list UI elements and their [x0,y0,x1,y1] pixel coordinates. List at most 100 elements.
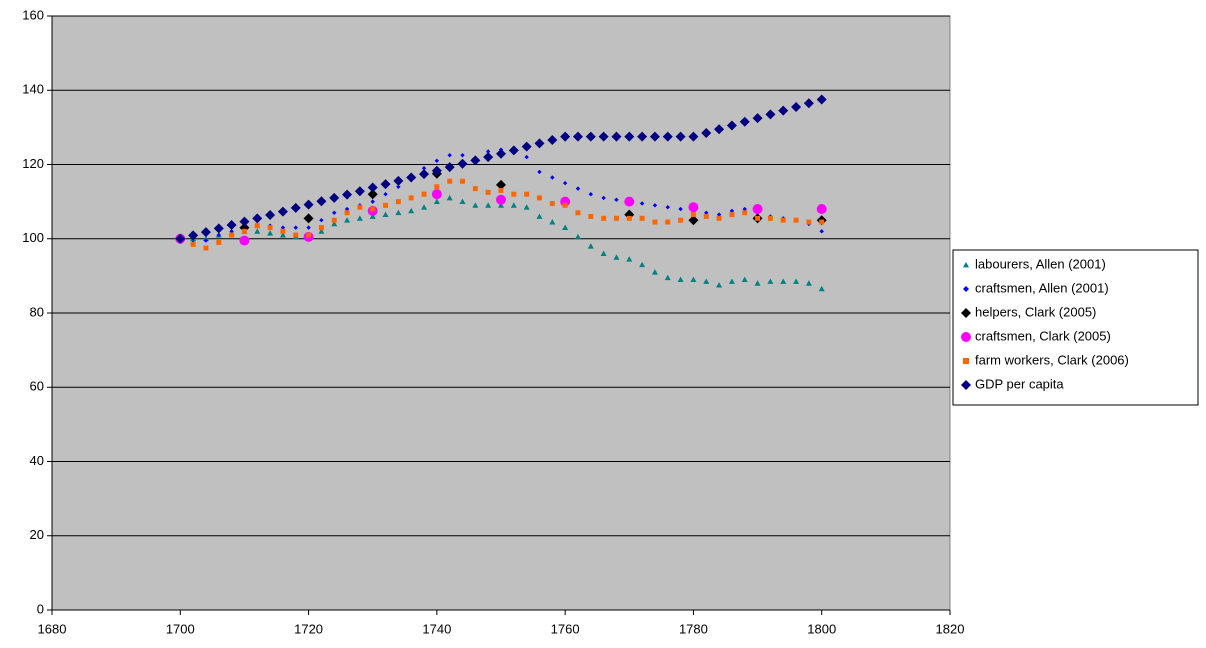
point [562,180,568,186]
point [444,162,455,173]
point [496,179,506,190]
point [741,276,748,282]
point [677,276,684,282]
point [369,213,376,219]
legend-marker [963,286,969,292]
point [587,243,594,249]
point [765,109,776,120]
point [316,196,327,207]
x-tick-label: 1680 [38,621,67,636]
point [293,232,299,238]
point [524,154,529,160]
point [485,189,491,195]
point [485,149,491,154]
point [793,217,799,223]
point [290,202,301,213]
point [611,131,622,142]
point [690,276,697,282]
point [213,223,224,234]
point [267,225,273,231]
point [357,204,363,210]
point [626,256,633,262]
point [649,131,660,142]
point [370,206,376,212]
point [498,202,504,208]
point [382,211,389,218]
x-tick-label: 1720 [294,621,323,636]
point [819,219,825,225]
point [332,210,337,215]
point [588,213,594,219]
point [688,202,699,213]
point [739,116,750,127]
point [267,230,274,236]
point [805,280,812,286]
legend-label: craftsmen, Clark (2005) [975,328,1111,343]
point [742,210,748,216]
point [703,278,710,284]
point [356,215,363,221]
point [767,215,773,221]
point [380,179,391,190]
point [241,228,247,234]
point [601,215,607,221]
legend-box [952,249,1199,406]
point [508,145,519,156]
point [534,138,545,149]
point [652,219,658,225]
point [742,206,747,212]
point [421,204,428,210]
point [728,278,735,284]
point [703,213,709,219]
point [572,131,583,142]
point [601,195,606,201]
point [459,198,466,205]
point [406,172,417,183]
point [575,186,581,191]
legend-label: farm workers, Clark (2006) [975,352,1129,367]
point [624,196,635,207]
point [496,148,506,159]
point [752,113,763,124]
point [329,192,340,203]
point [562,224,569,231]
point [229,229,234,234]
point [714,124,725,135]
point [588,192,593,197]
point [396,184,401,189]
legend-label: labourers, Allen (2001) [975,256,1106,271]
y-tick-label: 20 [30,527,44,542]
point [818,285,825,292]
point [203,238,209,243]
y-tick-label: 80 [30,304,44,319]
point [755,215,761,221]
point [496,194,506,205]
point [767,278,774,284]
point [613,215,619,221]
y-tick-label: 40 [30,453,44,468]
point [408,195,414,201]
point [524,191,530,197]
point [678,217,684,223]
point [549,200,555,206]
point [447,178,453,184]
x-tick-label: 1820 [936,621,965,636]
point [550,175,555,180]
point [303,213,314,224]
point [280,225,286,230]
point [280,228,286,234]
point [306,232,312,238]
point [704,210,709,215]
point [354,186,365,197]
point [431,165,442,176]
point [613,254,620,260]
point [574,233,581,240]
point [433,198,440,205]
point [188,230,199,241]
y-tick-label: 100 [22,230,44,245]
point [331,220,338,227]
y-tick-label: 140 [22,82,44,97]
legend-marker [963,358,969,364]
point [483,152,494,163]
y-tick-label: 60 [30,379,44,394]
